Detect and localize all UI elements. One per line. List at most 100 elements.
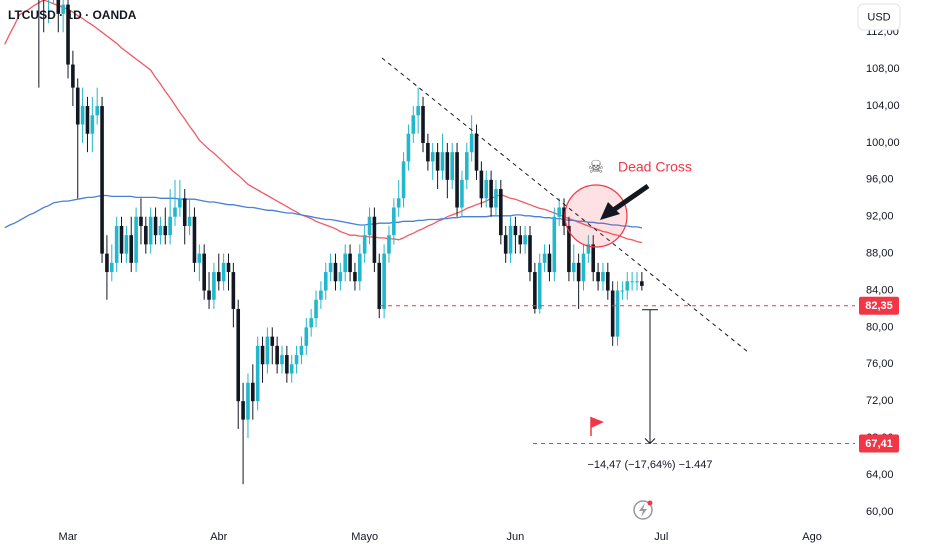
candle-body (212, 272, 216, 300)
price-badge-label: 82,35 (865, 300, 893, 312)
candle-body (178, 198, 182, 208)
candle-body (144, 225, 148, 245)
pointer-arrow (610, 183, 650, 214)
candle-body (85, 106, 90, 134)
candle-body (202, 253, 206, 291)
y-tick-label: 92,00 (866, 211, 894, 223)
candle-body (270, 336, 275, 346)
plot-area (4, 0, 855, 485)
candle-body (601, 272, 605, 282)
candle-body (100, 106, 104, 254)
candle-body (377, 262, 382, 309)
candle-body (309, 318, 313, 328)
price-badge (859, 434, 899, 453)
candle-body (241, 401, 245, 420)
candle-body (523, 235, 527, 245)
candle-body (289, 364, 294, 374)
candle-body (440, 152, 445, 171)
candle-body (246, 382, 250, 420)
candle-body (450, 152, 454, 180)
candle-body (163, 225, 168, 236)
candle-body (280, 355, 284, 365)
candle-body (537, 262, 542, 309)
measure-label: −14,47 (−17,64%) −1.447 (587, 459, 712, 471)
candle-body (285, 355, 289, 374)
candle-body (251, 382, 255, 402)
candle-body (90, 115, 95, 134)
candle-body (357, 253, 362, 282)
x-tick-label: Jul (654, 531, 668, 543)
candle-body (294, 355, 299, 365)
currency-button[interactable] (857, 3, 901, 31)
candle-body (416, 106, 420, 116)
currency-label[interactable]: USD (867, 11, 890, 23)
x-tick-label: Mayo (351, 531, 378, 543)
candle-body (182, 198, 187, 226)
candle-body (343, 253, 348, 273)
candle-body (260, 345, 265, 365)
candle-body (542, 253, 547, 263)
candle-body (615, 290, 620, 337)
pointer-arrowhead (600, 202, 620, 220)
flag (591, 417, 604, 428)
candle-body (630, 281, 634, 283)
candle-body (109, 262, 114, 273)
candle-body (620, 290, 625, 292)
x-tick-label: Mar (59, 531, 78, 543)
candle-body (80, 106, 85, 125)
candle-body (455, 152, 459, 208)
candle-body (528, 235, 532, 273)
candle-body (168, 216, 172, 236)
candle-body (382, 253, 386, 309)
y-tick-label: 88,00 (866, 248, 894, 260)
candle-body (610, 290, 615, 337)
measure-arrowhead (644, 438, 656, 445)
candle-body (562, 207, 566, 226)
moving-average-line (4, 0, 643, 244)
y-tick-label: 108,00 (866, 63, 900, 75)
trend-line (381, 57, 749, 353)
candle-body (552, 216, 557, 273)
candle-body (445, 152, 450, 180)
candle-body (387, 235, 391, 254)
y-tick-label: 100,00 (866, 137, 900, 149)
price-badge-label: 67,41 (865, 438, 893, 450)
candle-body (567, 225, 571, 273)
highlight-circle (564, 184, 628, 248)
candle-body (460, 179, 464, 208)
candle-body (635, 281, 639, 283)
candle-body (304, 327, 309, 346)
candle-body (197, 253, 202, 263)
x-tick-label: Jun (507, 531, 525, 543)
candle-body (124, 235, 129, 254)
candle-body (411, 115, 416, 134)
candle-body (426, 142, 430, 162)
event-bolt (639, 503, 647, 517)
candle-body (323, 272, 328, 291)
candle-body (129, 235, 134, 263)
y-tick-label: 96,00 (866, 174, 894, 186)
candle-body (401, 161, 406, 199)
candle-body (533, 272, 537, 309)
candle-body (474, 133, 479, 171)
x-tick-label: Abr (210, 531, 227, 543)
candle-body (139, 216, 143, 226)
candle-body (353, 272, 357, 282)
candle-body (499, 189, 503, 236)
candle-body (216, 272, 221, 282)
y-tick-label: 64,00 (866, 469, 894, 481)
candle-body (153, 216, 158, 236)
candle-body (207, 290, 211, 300)
candle-body (518, 235, 523, 245)
skull-icon: ☠ (588, 157, 604, 177)
candle-body (348, 253, 352, 273)
event-dot (647, 500, 653, 506)
candle-body (489, 179, 493, 208)
candle-body (338, 272, 343, 282)
candle-body (367, 216, 372, 236)
candle-body (265, 336, 270, 365)
annotation-text: Dead Cross (618, 159, 692, 175)
candle-body (396, 198, 401, 208)
y-tick-label: 72,00 (866, 395, 894, 407)
